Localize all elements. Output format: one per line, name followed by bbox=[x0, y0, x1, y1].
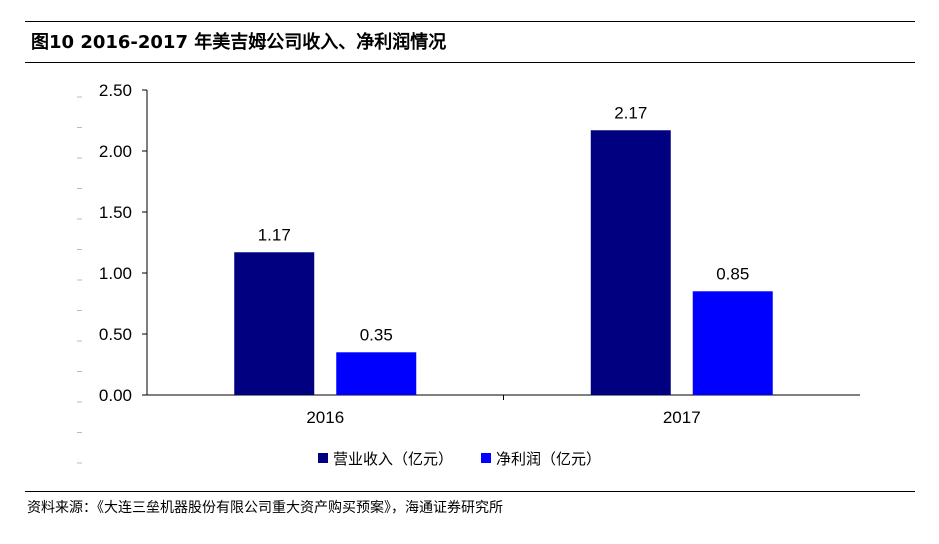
source-rule bbox=[25, 491, 915, 492]
y-tick-label: 1.50 bbox=[99, 203, 132, 222]
legend-label-net-profit: 净利润（亿元） bbox=[496, 449, 602, 468]
y-tick-label: 0.50 bbox=[99, 325, 132, 344]
bar-chart: 0.00 0.50 1.00 1.50 2.00 2.50 1.17 0.35 2016 2.17… bbox=[77, 81, 860, 464]
bar-net-profit-2017 bbox=[692, 291, 773, 395]
y-tick-label: 2.00 bbox=[99, 142, 132, 161]
bar-revenue-2017 bbox=[590, 130, 671, 395]
y-tick-label: 1.00 bbox=[99, 264, 132, 283]
bar-revenue-2016 bbox=[234, 252, 315, 395]
data-label-revenue-2016: 1.17 bbox=[258, 225, 291, 244]
figure-title: 图10 2016-2017 年美吉姆公司收入、净利润情况 bbox=[31, 32, 447, 53]
data-label-revenue-2017: 2.17 bbox=[614, 103, 647, 122]
legend-item-net-profit: 净利润（亿元） bbox=[481, 448, 601, 469]
data-label-net-profit-2016: 0.35 bbox=[360, 325, 393, 344]
title-rule bbox=[25, 62, 915, 63]
x-tick-label: 2017 bbox=[663, 408, 701, 427]
legend-label-revenue: 营业收入（亿元） bbox=[333, 449, 454, 468]
source-note: 资料来源：《大连三垒机器股份有限公司重大资产购买预案》，海通证券研究所 bbox=[27, 500, 503, 516]
x-tick-label: 2016 bbox=[306, 408, 344, 427]
data-label-net-profit-2017: 0.85 bbox=[716, 264, 749, 283]
top-rule bbox=[25, 21, 915, 22]
legend-swatch-revenue bbox=[318, 453, 328, 463]
legend-swatch-net-profit bbox=[481, 453, 492, 463]
chart-legend: 营业收入（亿元） 净利润（亿元） bbox=[318, 447, 629, 469]
y-tick-label: 0.00 bbox=[99, 386, 132, 405]
y-tick-label: 2.50 bbox=[99, 81, 132, 100]
legend-item-revenue: 营业收入（亿元） bbox=[318, 448, 453, 469]
bar-net-profit-2016 bbox=[336, 352, 417, 395]
